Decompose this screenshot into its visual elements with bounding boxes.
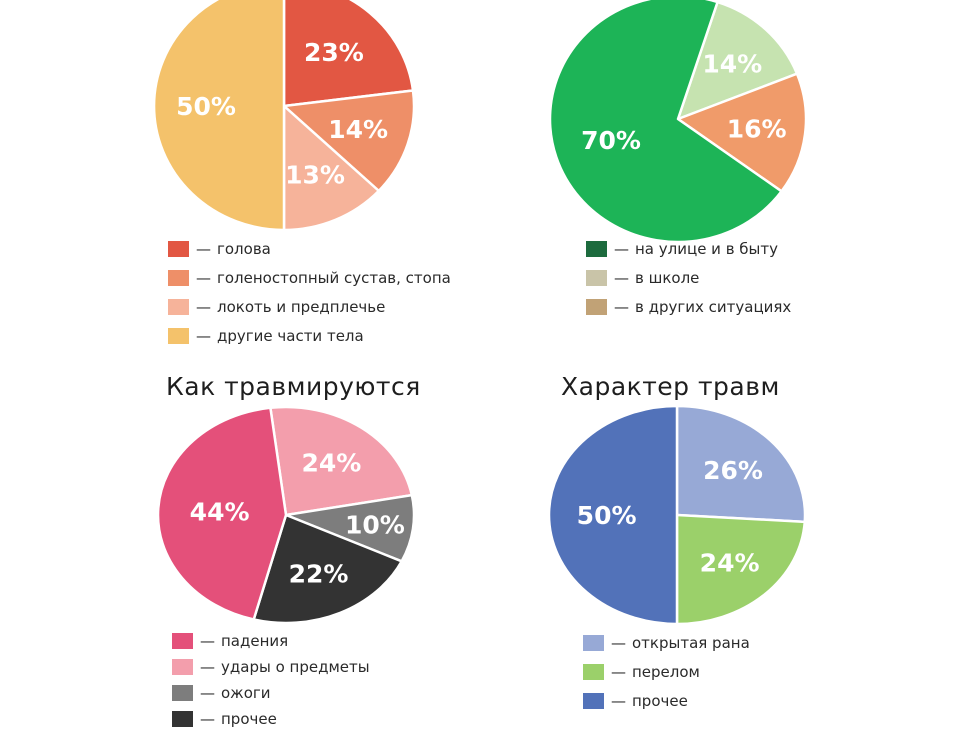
legend-swatch — [586, 269, 607, 286]
legend-item: — локоть и предплечье — [168, 292, 451, 321]
legend-dash: — — [196, 239, 211, 258]
pie-slice-перелом — [675, 513, 806, 626]
legend-label: голова — [217, 239, 271, 258]
legend-swatch — [168, 269, 189, 286]
chart-title-injury-type: Характер травм — [561, 372, 780, 401]
pie-slice-прочее — [547, 404, 679, 626]
legend-label: открытая рана — [632, 633, 750, 652]
legend-label: прочее — [221, 710, 277, 728]
legend-item: — на улице и в быту — [586, 234, 791, 263]
legend-swatch — [172, 633, 193, 649]
legend-item: — прочее — [583, 686, 750, 715]
legend-dash: — — [196, 326, 211, 345]
legend-item: — удары о предметы — [172, 654, 370, 680]
legend-label: перелом — [632, 662, 700, 681]
pie-slice-падения — [156, 406, 288, 621]
legend-dash: — — [200, 684, 215, 702]
pie-injury-type: 26% 24% 50% — [547, 404, 807, 626]
legend-swatch — [172, 659, 193, 675]
pie-value-label: 14% — [702, 49, 762, 78]
legend-injury-type: — открытая рана — перелом — прочее — [583, 628, 750, 715]
legend-dash: — — [614, 239, 629, 258]
legend-swatch — [583, 634, 604, 651]
pie-slice-ожоги — [284, 493, 416, 563]
legend-label: прочее — [632, 691, 688, 710]
legend-dash: — — [614, 268, 629, 287]
pie-slice-локоть-и-предплечье — [282, 104, 381, 232]
legend-dash: — — [611, 633, 626, 652]
legend-dash: — — [200, 710, 215, 728]
pie-slice-открытая-рана — [675, 404, 807, 524]
legend-where-injured: — на улице и в быту — в школе — в других ситу… — [586, 234, 791, 321]
pie-slice-другие-части-тела — [152, 0, 286, 232]
legend-label: ожоги — [221, 684, 271, 702]
legend-dash: — — [196, 268, 211, 287]
legend-label: падения — [221, 632, 289, 650]
pie-value-label: 22% — [289, 560, 349, 589]
legend-item: — в школе — [586, 263, 791, 292]
legend-item: — прочее — [172, 706, 370, 732]
legend-label: на улице и в быту — [635, 239, 779, 258]
pie-value-label: 26% — [703, 456, 763, 485]
pie-value-label: 70% — [581, 126, 641, 155]
pie-value-label: 50% — [577, 501, 637, 530]
legend-label: удары о предметы — [221, 658, 370, 676]
pie-where-injured: 14% 16% 70% — [548, 0, 808, 244]
pie-slice-unlabeled-2 — [548, 0, 783, 244]
legend-swatch — [172, 685, 193, 701]
pie-value-label: 23% — [304, 38, 364, 67]
pie-value-label: 13% — [285, 160, 345, 189]
pie-slice-голеностопный-сустав-стопа — [282, 89, 416, 193]
pie-value-label: 10% — [345, 511, 405, 540]
pie-slice-голова — [282, 0, 415, 108]
pie-value-label: 50% — [176, 92, 236, 121]
pie-slice-прочее — [252, 513, 403, 625]
legend-label: локоть и предплечье — [217, 297, 386, 316]
pie-value-label: 14% — [328, 115, 388, 144]
legend-dash: — — [200, 632, 215, 650]
legend-swatch — [172, 711, 193, 727]
legend-item: — перелом — [583, 657, 750, 686]
legend-swatch — [586, 240, 607, 257]
legend-how-injured: — падения — удары о предметы — ожоги — прочее — [172, 628, 370, 732]
legend-item: — голеностопный сустав, стопа — [168, 263, 451, 292]
legend-swatch — [168, 240, 189, 257]
pie-body-parts: 23% 14% 13% 50% — [152, 0, 416, 232]
chart-title-how-injured: Как травмируются — [166, 372, 421, 401]
legend-swatch — [586, 298, 607, 315]
legend-label: в школе — [635, 268, 700, 287]
legend-swatch — [583, 692, 604, 709]
legend-item: — другие части тела — [168, 321, 451, 350]
legend-swatch — [583, 663, 604, 680]
legend-dash: — — [611, 691, 626, 710]
legend-item: — открытая рана — [583, 628, 750, 657]
legend-dash: — — [611, 662, 626, 681]
pie-slice-unlabeled-1 — [676, 72, 808, 193]
legend-label: голеностопный сустав, стопа — [217, 268, 451, 287]
legend-body-parts: — голова — голеностопный сустав, стопа — локо… — [168, 234, 451, 350]
pie-value-label: 44% — [190, 497, 250, 526]
pie-slice-удары-о-предметы — [269, 405, 414, 517]
legend-label: в других ситуациях — [635, 297, 792, 316]
legend-item: — ожоги — [172, 680, 370, 706]
legend-dash: — — [200, 658, 215, 676]
legend-swatch — [168, 298, 189, 315]
legend-swatch — [168, 327, 189, 344]
legend-label: другие части тела — [217, 326, 364, 345]
pie-value-label: 24% — [700, 549, 760, 578]
pie-value-label: 24% — [301, 449, 361, 478]
legend-item: — в других ситуациях — [586, 292, 791, 321]
pie-how-injured: 24% 10% 22% 44% — [156, 405, 416, 625]
legend-dash: — — [196, 297, 211, 316]
legend-dash: — — [614, 297, 629, 316]
pie-value-label: 16% — [727, 115, 787, 144]
legend-item: — падения — [172, 628, 370, 654]
legend-item: — голова — [168, 234, 451, 263]
